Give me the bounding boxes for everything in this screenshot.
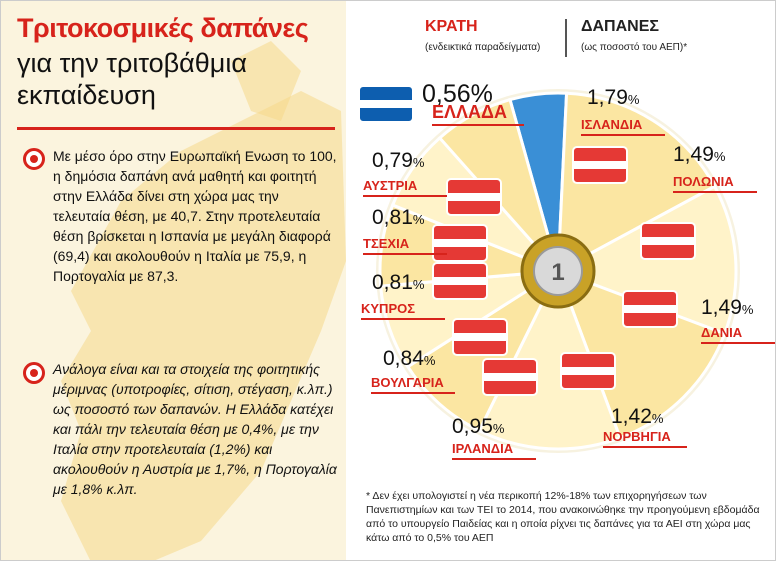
value-number: 1,79 bbox=[587, 86, 628, 109]
value-unit: % bbox=[651, 411, 664, 426]
value-label: 0,81% bbox=[372, 206, 424, 230]
title-line2: για την τριτοβάθμια εκπαίδευση bbox=[17, 48, 247, 110]
value-unit: % bbox=[423, 353, 436, 368]
value-number: 1,49 bbox=[701, 296, 742, 319]
value-label: 1,42% bbox=[611, 405, 663, 429]
flag-stripe bbox=[433, 239, 487, 247]
value-unit: % bbox=[492, 421, 505, 436]
label-underline bbox=[452, 458, 536, 460]
coin-label: 1 bbox=[551, 259, 564, 286]
label-underline bbox=[701, 342, 775, 344]
country-label: ΚΥΠΡΟΣ bbox=[361, 301, 416, 316]
europe-map-background bbox=[61, 41, 346, 560]
country-label: ΑΥΣΤΡΙΑ bbox=[363, 178, 418, 193]
bullet-icon bbox=[23, 362, 45, 384]
flag-stripe bbox=[447, 193, 501, 201]
country-label: ΒΟΥΛΓΑΡΙΑ bbox=[371, 375, 444, 390]
value-label: 1,79% bbox=[587, 86, 639, 110]
value-number: 0,79 bbox=[372, 149, 413, 172]
flag-stripe bbox=[483, 373, 537, 381]
value-number: 1,49 bbox=[673, 143, 714, 166]
country-label: ΙΡΛΑΝΔΙΑ bbox=[452, 441, 514, 456]
flag-stripe bbox=[623, 305, 677, 313]
header-divider bbox=[565, 19, 567, 57]
flag-stripe bbox=[359, 100, 413, 108]
left-panel: Τριτοκοσμικές δαπάνες για την τριτοβάθμι… bbox=[1, 1, 346, 560]
value-number: 0,81 bbox=[372, 206, 413, 229]
country-label: ΔΑΝΙΑ bbox=[701, 325, 743, 340]
label-underline bbox=[363, 195, 447, 197]
flag-stripe bbox=[433, 277, 487, 285]
header-spending-sub: (ως ποσοστό του ΑΕΠ)* bbox=[581, 42, 688, 53]
country-label: ΝΟΡΒΗΓΙΑ bbox=[603, 429, 671, 444]
paragraph-2: Ανάλογα είναι και τα στοιχεία της φοιτητ… bbox=[53, 361, 337, 497]
label-underline bbox=[371, 392, 455, 394]
label-underline bbox=[363, 253, 447, 255]
header-states-sub: (ενδεικτικά παραδείγματα) bbox=[425, 42, 541, 53]
label-underline bbox=[673, 191, 757, 193]
flag-stripe bbox=[453, 333, 507, 341]
country-label: ΙΣΛΑΝΔΙΑ bbox=[581, 117, 643, 132]
value-number: 0,95 bbox=[452, 415, 493, 438]
title-underline bbox=[17, 127, 335, 130]
value-number: 0,56 bbox=[422, 80, 471, 108]
bullet-icon bbox=[23, 148, 45, 170]
value-number: 0,81 bbox=[372, 271, 413, 294]
value-number: 0,84 bbox=[383, 347, 424, 370]
title-line1: Τριτοκοσμικές δαπάνες bbox=[17, 13, 309, 43]
value-unit: % bbox=[412, 277, 425, 292]
value-label: 1,49% bbox=[701, 296, 753, 320]
country-label: ΠΟΛΩΝΙΑ bbox=[673, 174, 734, 189]
label-underline bbox=[361, 318, 445, 320]
label-underline bbox=[581, 134, 665, 136]
value-unit: % bbox=[412, 212, 425, 227]
value-unit: % bbox=[470, 80, 493, 108]
value-label: 0,95% bbox=[452, 415, 504, 439]
flag-stripe bbox=[561, 367, 615, 375]
country-label: ΕΛΛΑΔΑ bbox=[432, 102, 507, 122]
value-unit: % bbox=[713, 149, 726, 164]
header-spending: ΔΑΠΑΝΕΣ bbox=[581, 18, 659, 35]
country-label: ΤΣΕΧΙΑ bbox=[363, 236, 410, 251]
value-number: 1,42 bbox=[611, 405, 652, 428]
value-label: 1,49% bbox=[673, 143, 725, 167]
pie-slice bbox=[477, 267, 623, 451]
header-states: ΚΡΑΤΗ bbox=[425, 18, 478, 35]
value-label: 0,56% bbox=[422, 80, 493, 109]
value-label: 0,81% bbox=[372, 271, 424, 295]
label-underline bbox=[432, 124, 524, 126]
label-underline bbox=[603, 446, 687, 448]
value-unit: % bbox=[741, 302, 754, 317]
pie-slice bbox=[556, 91, 717, 274]
value-unit: % bbox=[412, 155, 425, 170]
value-unit: % bbox=[627, 92, 640, 107]
paragraph-1: Με μέσο όρο στην Ευρωπαϊκή Ενωση το 100,… bbox=[53, 148, 337, 284]
value-label: 0,79% bbox=[372, 149, 424, 173]
value-label: 0,84% bbox=[383, 347, 435, 371]
flag-stripe bbox=[573, 161, 627, 169]
footnote: * Δεν έχει υπολογιστεί η νέα περικοπή 12… bbox=[366, 490, 760, 544]
flag-stripe bbox=[641, 237, 695, 245]
coin-center bbox=[533, 246, 583, 296]
